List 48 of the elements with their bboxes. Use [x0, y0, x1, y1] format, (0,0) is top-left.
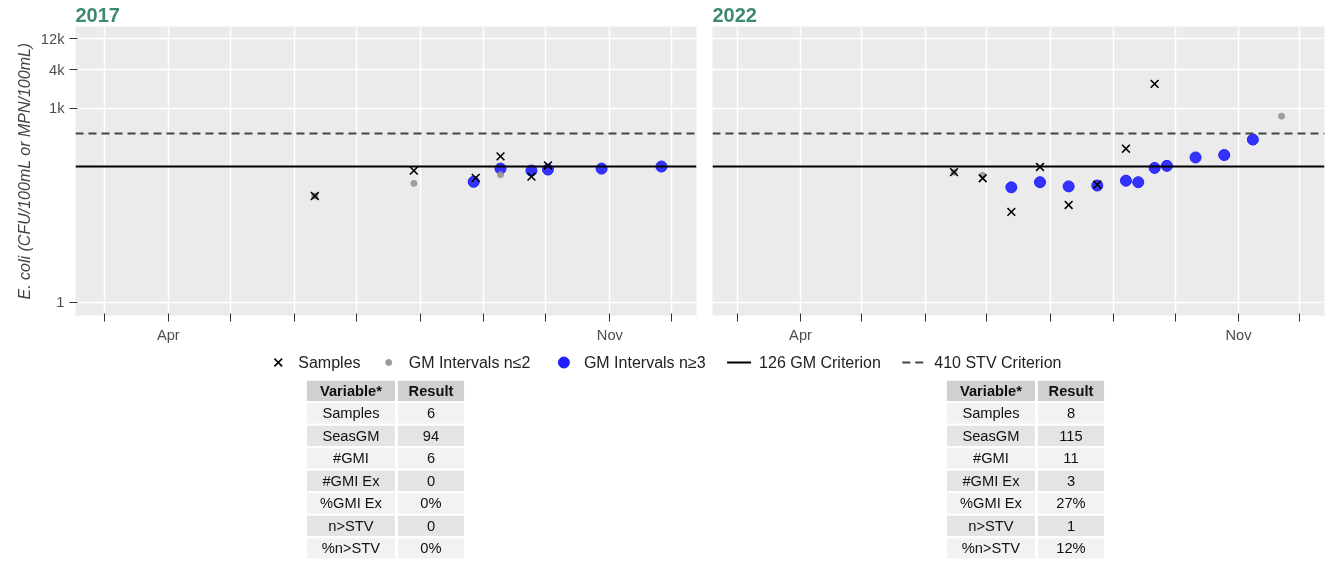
legend-label: 126 GM Criterion: [759, 354, 881, 371]
text: n>STV: [968, 517, 1014, 534]
text: Samples: [962, 405, 1020, 422]
text: 0: [426, 472, 436, 489]
text: 11: [1063, 450, 1079, 467]
text: n>STV: [328, 517, 374, 534]
y-tick-label: 1: [56, 294, 65, 311]
y-tick-label: 4k: [49, 61, 66, 78]
text: Variable*: [959, 382, 1023, 399]
text: %GMI Ex: [960, 495, 1023, 512]
text: 12%: [1056, 540, 1086, 557]
text: 8: [1066, 405, 1076, 422]
text: 0%: [420, 495, 442, 512]
text: 6: [426, 450, 436, 467]
x-tick-label: Nov: [1225, 326, 1253, 343]
legend-label: GM Intervals n≤2: [408, 354, 531, 371]
text: 0%: [420, 540, 442, 557]
text: Variable*: [319, 382, 383, 399]
text: Result: [1048, 382, 1094, 399]
text: Samples: [322, 405, 380, 422]
text: 3: [1066, 472, 1076, 489]
text: SeasGM: [962, 427, 1020, 444]
text: #GMI: [333, 450, 369, 467]
legend-label: GM Intervals n≥3: [583, 354, 706, 371]
y-axis-title: E. coli (CFU/100mL or MPN/100mL): [15, 42, 33, 300]
text: %n>STV: [321, 540, 381, 557]
chart-title: 2022: [712, 3, 757, 26]
legend-label: 410 STV Criterion: [934, 354, 1062, 371]
text: 94: [422, 427, 440, 444]
text: Result: [408, 382, 454, 399]
text: %n>STV: [961, 540, 1021, 557]
chart-title: 2017: [75, 3, 120, 26]
text: %GMI Ex: [320, 495, 383, 512]
y-tick-label: 1k: [49, 100, 66, 117]
x-tick-label: Apr: [156, 326, 180, 343]
text: 0: [426, 517, 436, 534]
text: 6: [426, 405, 436, 422]
text: 1: [1066, 517, 1076, 534]
y-tick-label: 12k: [40, 30, 66, 47]
text: #GMI Ex: [322, 472, 381, 489]
x-tick-label: Apr: [789, 326, 813, 343]
text: SeasGM: [322, 427, 380, 444]
x-tick-label: Nov: [596, 326, 624, 343]
text: #GMI Ex: [962, 472, 1021, 489]
text: 27%: [1056, 495, 1086, 512]
text: #GMI: [973, 450, 1009, 467]
text: 115: [1059, 427, 1083, 444]
legend-label: Samples: [298, 354, 361, 371]
